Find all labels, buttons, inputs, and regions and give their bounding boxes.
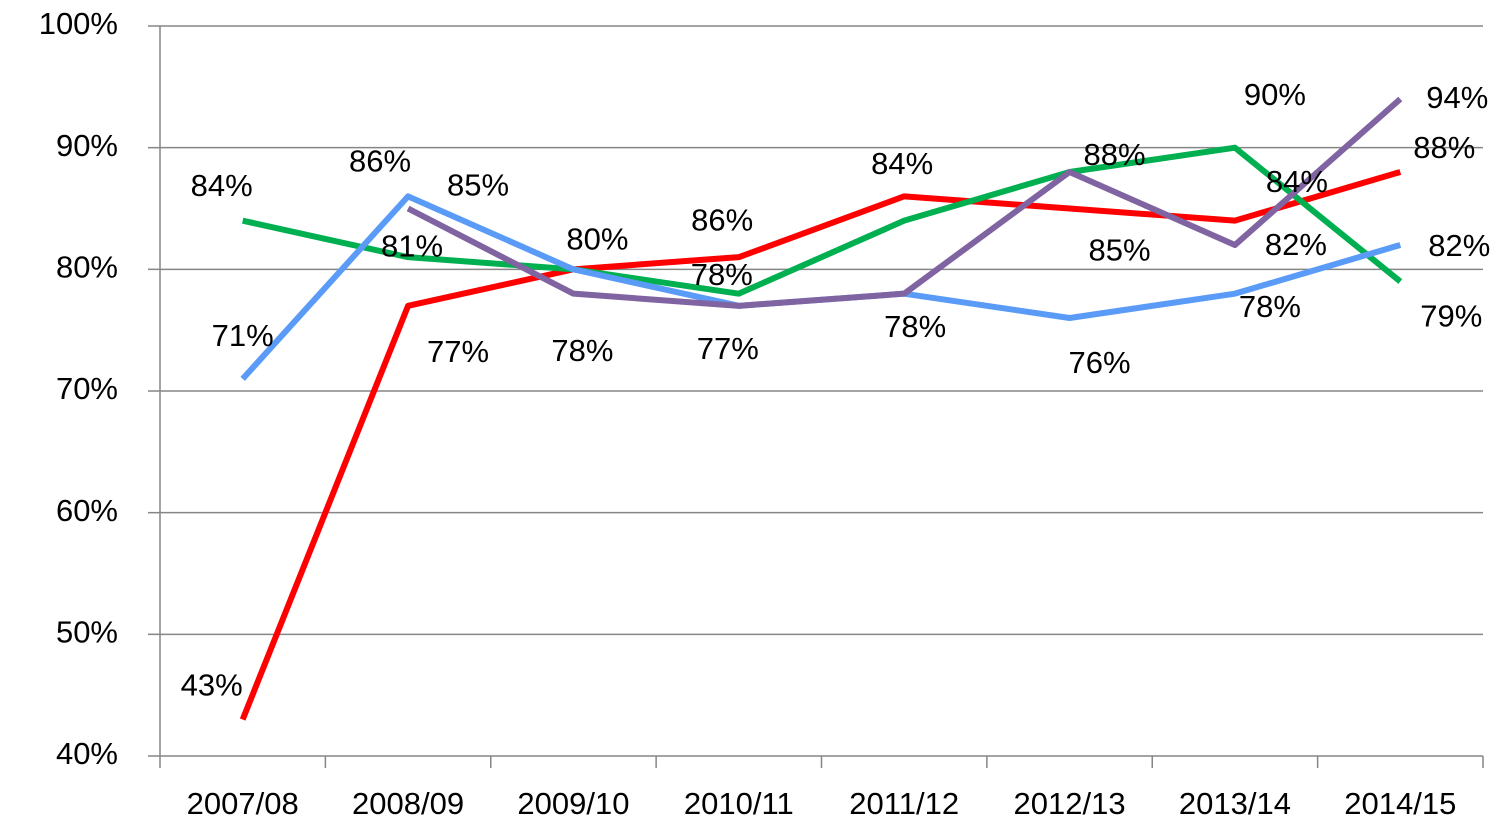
- data-label: 77%: [427, 334, 489, 369]
- x-tick-label: 2013/14: [1179, 786, 1291, 821]
- x-tick-label: 2010/11: [684, 786, 794, 821]
- x-tick-label: 2012/13: [1014, 786, 1126, 821]
- data-label: 82%: [1428, 228, 1490, 263]
- data-label: 88%: [1413, 130, 1475, 165]
- data-label: 78%: [691, 257, 753, 292]
- x-tick-label: 2011/12: [849, 786, 959, 821]
- y-tick-label: 90%: [56, 128, 118, 163]
- data-label: 78%: [884, 309, 946, 344]
- data-label: 85%: [1089, 233, 1151, 268]
- data-label: 84%: [191, 168, 253, 203]
- y-tick-label: 40%: [56, 736, 118, 771]
- data-label: 86%: [349, 144, 411, 179]
- x-tick-label: 2009/10: [517, 786, 629, 821]
- data-label: 77%: [697, 331, 759, 366]
- data-label: 43%: [181, 668, 243, 703]
- data-label: 79%: [1420, 299, 1482, 334]
- y-tick-label: 80%: [56, 250, 118, 285]
- data-label: 90%: [1244, 77, 1306, 112]
- data-label: 80%: [566, 222, 628, 257]
- data-label: 94%: [1426, 80, 1488, 115]
- data-label: 76%: [1069, 345, 1131, 380]
- data-label: 71%: [212, 318, 274, 353]
- data-label: 82%: [1265, 227, 1327, 262]
- y-tick-label: 50%: [56, 615, 118, 650]
- data-label: 85%: [447, 168, 509, 203]
- data-label: 88%: [1084, 137, 1146, 172]
- data-label: 84%: [1266, 164, 1328, 199]
- data-label: 78%: [551, 333, 613, 368]
- series-line: [239, 169, 1402, 721]
- x-tick-label: 2014/15: [1344, 786, 1456, 821]
- y-tick-label: 100%: [39, 6, 118, 41]
- series-line: [242, 144, 1403, 297]
- y-tick-label: 60%: [56, 493, 118, 528]
- data-label: 78%: [1239, 289, 1301, 324]
- series-line: [406, 96, 1403, 309]
- data-label: 81%: [381, 228, 443, 263]
- data-label: 84%: [871, 146, 933, 181]
- x-tick-label: 2008/09: [352, 786, 464, 821]
- y-tick-label: 70%: [56, 371, 118, 406]
- data-label: 86%: [691, 203, 753, 238]
- x-tick-label: 2007/08: [187, 786, 299, 821]
